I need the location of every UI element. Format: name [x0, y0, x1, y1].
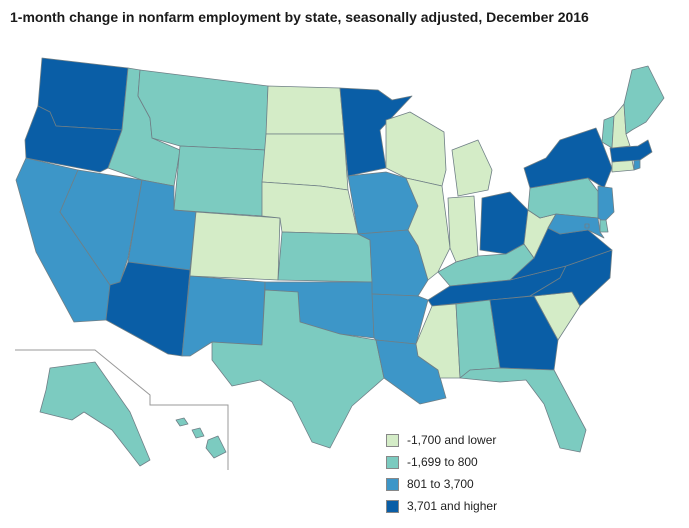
state-md[interactable]: [547, 213, 605, 239]
map-title: 1-month change in nonfarm employment by …: [10, 9, 589, 25]
state-nc[interactable]: [529, 249, 613, 307]
legend-label: 801 to 3,700: [407, 477, 474, 491]
state-dc[interactable]: [584, 223, 590, 229]
legend-item: -1,700 and lower: [386, 429, 497, 451]
state-nh[interactable]: [611, 103, 631, 149]
legend-label: -1,700 and lower: [407, 433, 497, 447]
state-mi[interactable]: [451, 139, 493, 197]
state-nd[interactable]: [265, 85, 345, 135]
legend-swatch: [386, 477, 399, 491]
state-oh[interactable]: [479, 191, 529, 255]
state-az[interactable]: [105, 261, 191, 357]
state-sd[interactable]: [261, 133, 349, 191]
state-de[interactable]: [599, 219, 609, 233]
state-in[interactable]: [447, 195, 479, 263]
state-tx[interactable]: [211, 289, 385, 449]
map-legend: -1,700 and lower -1,699 to 800 801 to 3,…: [386, 429, 497, 517]
state-hi[interactable]: [175, 417, 227, 459]
state-mt[interactable]: [137, 69, 269, 151]
state-ma[interactable]: [609, 139, 653, 163]
state-nj[interactable]: [597, 185, 615, 223]
legend-item: 801 to 3,700: [386, 473, 497, 495]
legend-label: 3,701 and higher: [407, 499, 498, 513]
legend-item: 3,701 and higher: [386, 495, 497, 517]
state-me[interactable]: [623, 65, 665, 135]
state-ri[interactable]: [633, 159, 641, 171]
state-ny[interactable]: [523, 127, 613, 189]
legend-swatch: [386, 499, 399, 513]
inset-divider-lines: [15, 349, 229, 470]
states-layer: [15, 57, 665, 467]
state-ks[interactable]: [277, 231, 373, 283]
legend-item: -1,699 to 800: [386, 451, 497, 473]
legend-swatch: [386, 455, 399, 469]
state-co[interactable]: [189, 211, 281, 281]
state-wi[interactable]: [385, 111, 447, 187]
state-mn[interactable]: [339, 87, 413, 177]
state-wy[interactable]: [173, 145, 267, 217]
state-ak[interactable]: [39, 361, 151, 467]
state-il[interactable]: [405, 177, 451, 281]
legend-label: -1,699 to 800: [407, 455, 478, 469]
legend-swatch: [386, 433, 399, 447]
state-ga[interactable]: [489, 295, 559, 371]
state-fl[interactable]: [459, 367, 587, 453]
